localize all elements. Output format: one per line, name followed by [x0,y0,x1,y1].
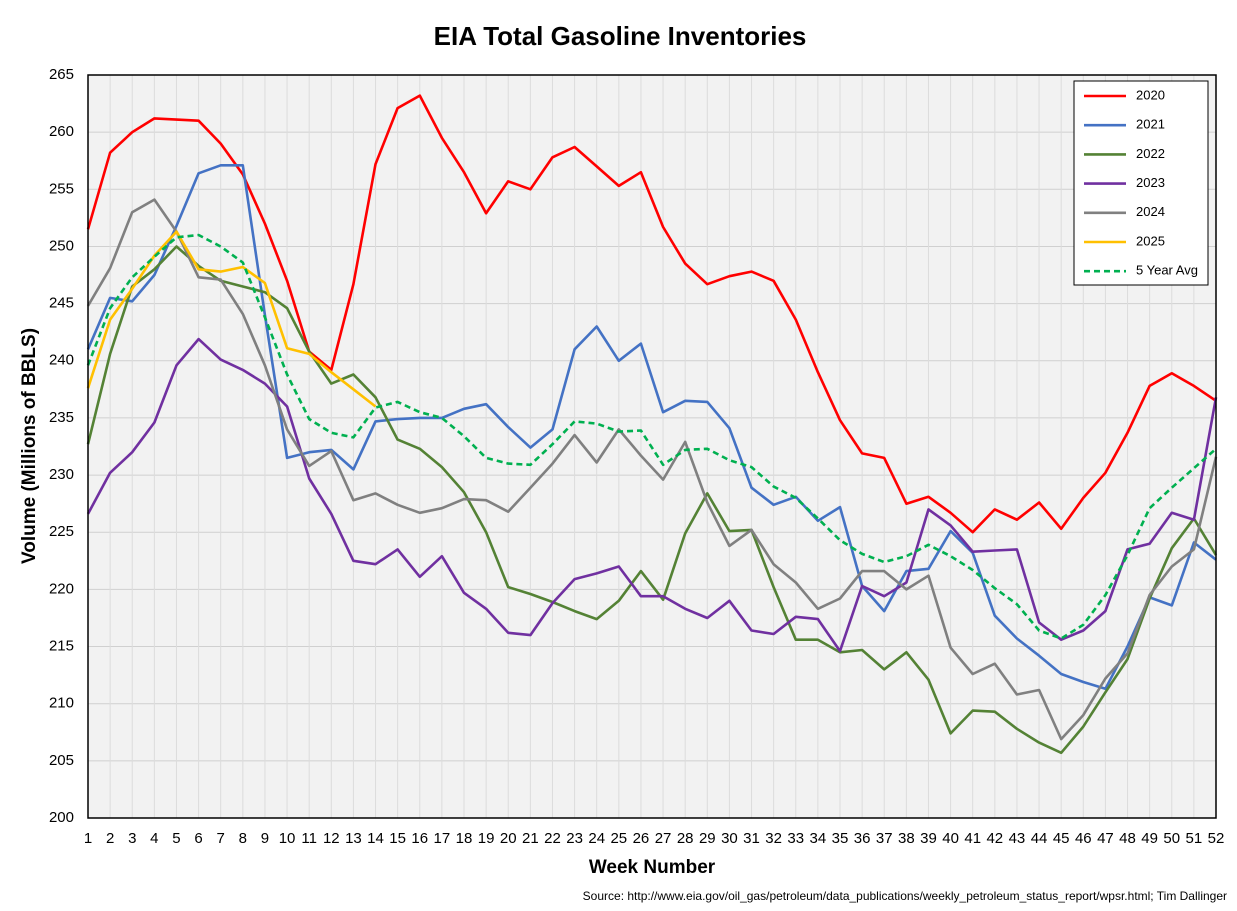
x-tick-label: 25 [610,830,627,847]
x-tick-label: 45 [1053,830,1070,847]
legend-label: 2025 [1136,233,1165,248]
source-note: Source: http://www.eia.gov/oil_gas/petro… [583,889,1227,903]
y-tick-label: 210 [49,695,74,712]
x-tick-label: 19 [478,830,495,847]
y-tick-label: 255 [49,180,74,197]
x-tick-label: 24 [588,830,605,847]
x-tick-label: 40 [942,830,959,847]
x-tick-label: 41 [964,830,981,847]
x-tick-label: 10 [279,830,296,847]
x-tick-label: 26 [633,830,650,847]
x-tick-label: 5 [172,830,180,847]
chart-title: EIA Total Gasoline Inventories [434,21,807,51]
series-line [86,245,1218,755]
x-tick-label: 32 [765,830,782,847]
legend-label: 2023 [1136,175,1165,190]
plot-border [87,74,1217,819]
legend-label: 2020 [1136,87,1165,102]
x-tick-label: 27 [655,830,672,847]
x-tick-label: 48 [1119,830,1136,847]
x-tick-label: 30 [721,830,738,847]
y-tick-label: 265 [49,66,74,83]
x-tick-label: 50 [1163,830,1180,847]
x-tick-label: 31 [743,830,760,847]
y-tick-label: 240 [49,352,74,369]
y-tick-label: 230 [49,466,74,483]
x-tick-label: 14 [367,830,384,847]
x-tick-label: 36 [854,830,871,847]
legend-label: 2022 [1136,146,1165,161]
x-tick-label: 11 [301,830,317,847]
x-tick-label: 17 [434,830,451,847]
x-tick-label: 6 [194,830,202,847]
legend-label: 5 Year Avg [1136,263,1198,278]
x-tick-label: 7 [217,830,225,847]
x-tick-label: 12 [323,830,340,847]
x-tick-label: 9 [261,830,269,847]
x-tick-label: 20 [500,830,517,847]
x-tick-label: 38 [898,830,915,847]
x-tick-label: 21 [522,830,539,847]
x-tick-label: 46 [1075,830,1092,847]
lines [86,94,1218,755]
y-tick-label: 225 [49,523,74,540]
y-tick-label: 260 [49,123,74,140]
x-tick-label: 43 [1009,830,1026,847]
x-tick-label: 47 [1097,830,1114,847]
x-tick-label: 16 [411,830,428,847]
series-line [86,233,1217,640]
x-tick-label: 18 [456,830,473,847]
x-tick-label: 13 [345,830,362,847]
y-tick-label: 250 [49,237,74,254]
y-axis-title: Volume (Millions of BBLS) [19,328,40,564]
x-tick-label: 23 [566,830,583,847]
legend-label: 2021 [1136,117,1165,132]
x-tick-label: 15 [389,830,406,847]
x-tick-label: 49 [1141,830,1158,847]
x-tick-label: 4 [150,830,158,847]
y-tick-label: 205 [49,752,74,769]
series-line [86,94,1217,534]
series-line [86,198,1218,741]
series-line [86,230,377,408]
x-tick-label: 39 [920,830,937,847]
x-tick-label: 42 [986,830,1003,847]
x-tick-label: 8 [239,830,247,847]
x-tick-label: 2 [106,830,114,847]
x-tick-label: 28 [677,830,694,847]
x-tick-label: 3 [128,830,136,847]
x-tick-label: 51 [1186,830,1203,847]
legend-label: 2024 [1136,204,1165,219]
x-tick-label: 1 [84,830,92,847]
y-tick-label: 235 [49,409,74,426]
grid [87,74,1217,819]
y-tick-label: 245 [49,295,74,312]
x-tick-label: 29 [699,830,716,847]
y-tick-label: 215 [49,638,74,655]
x-tick-label: 37 [876,830,893,847]
y-tick-label: 220 [49,580,74,597]
x-tick-label: 33 [787,830,804,847]
x-tick-label: 22 [544,830,561,847]
y-tick-label: 200 [49,809,74,826]
x-tick-label: 44 [1031,830,1048,847]
x-tick-label: 35 [832,830,849,847]
x-tick-label: 34 [810,830,827,847]
x-axis-title: Week Number [589,857,716,878]
x-tick-label: 52 [1208,830,1225,847]
series-line [86,164,1217,691]
